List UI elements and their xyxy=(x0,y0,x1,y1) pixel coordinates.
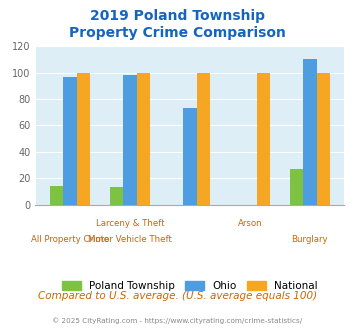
Bar xyxy=(77,73,90,205)
Bar xyxy=(137,73,150,205)
Legend: Poland Township, Ohio, National: Poland Township, Ohio, National xyxy=(58,276,322,295)
Bar xyxy=(303,59,317,205)
Text: Arson: Arson xyxy=(237,219,262,228)
Text: Motor Vehicle Theft: Motor Vehicle Theft xyxy=(88,235,172,244)
Text: © 2025 CityRating.com - https://www.cityrating.com/crime-statistics/: © 2025 CityRating.com - https://www.city… xyxy=(53,318,302,324)
Bar xyxy=(50,186,63,205)
Text: 2019 Poland Township
Property Crime Comparison: 2019 Poland Township Property Crime Comp… xyxy=(69,9,286,40)
Text: Burglary: Burglary xyxy=(291,235,328,244)
Bar xyxy=(290,169,303,205)
Text: Larceny & Theft: Larceny & Theft xyxy=(95,219,164,228)
Text: Compared to U.S. average. (U.S. average equals 100): Compared to U.S. average. (U.S. average … xyxy=(38,291,317,301)
Bar xyxy=(183,108,197,205)
Bar xyxy=(197,73,210,205)
Bar xyxy=(63,77,77,205)
Bar xyxy=(123,75,137,205)
Bar xyxy=(257,73,270,205)
Bar xyxy=(110,187,123,205)
Text: All Property Crime: All Property Crime xyxy=(31,235,109,244)
Bar xyxy=(317,73,330,205)
